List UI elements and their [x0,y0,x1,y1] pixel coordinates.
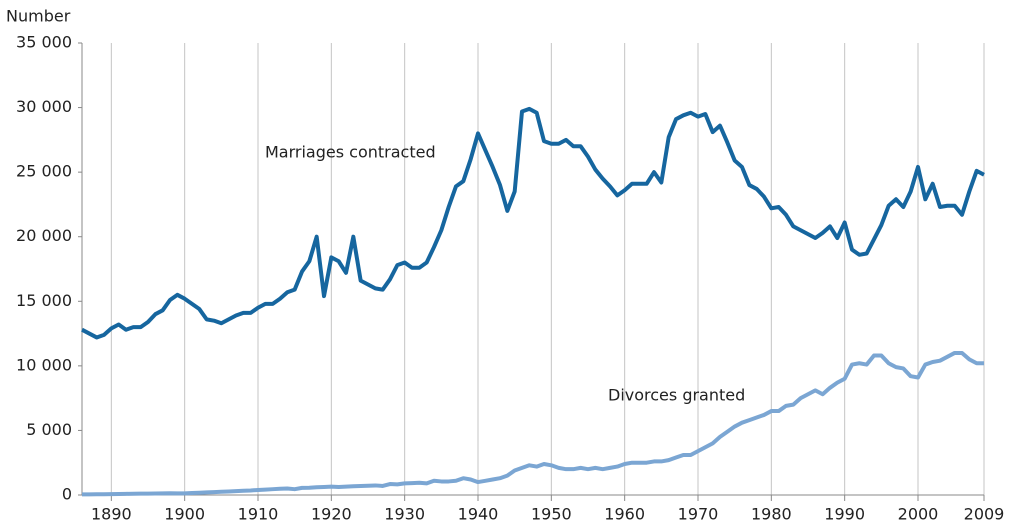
x-tick-label: 1910 [238,505,279,524]
x-tick-label: 1970 [678,505,719,524]
series-label: Marriages contracted [265,143,436,162]
y-tick-label: 0 [62,485,72,504]
y-tick-label: 5 000 [26,420,72,439]
series-line [82,350,984,497]
y-tick-label: 10 000 [16,355,72,374]
x-tick-label: 1900 [164,505,205,524]
y-tick-label: 15 000 [16,291,72,310]
x-tick-label: 1960 [604,505,645,524]
y-tick-label: 35 000 [16,33,72,52]
y-tick-label: 25 000 [16,162,72,181]
x-tick-label: 1950 [531,505,572,524]
y-axis-label: Number [6,7,71,26]
x-tick-label: 1890 [91,505,132,524]
x-tick-label: 2000 [898,505,939,524]
x-tick-label: 1920 [311,505,352,524]
y-tick-label: 30 000 [16,97,72,116]
x-tick-label: 1930 [384,505,425,524]
series-line [81,106,985,340]
series-label: Divorces granted [608,386,745,405]
y-tick-label: 20 000 [16,226,72,245]
x-tick-label: 1940 [458,505,499,524]
x-tick-label: 2009 [964,505,1005,524]
x-tick-label: 1980 [751,505,792,524]
x-tick-label: 1990 [824,505,865,524]
